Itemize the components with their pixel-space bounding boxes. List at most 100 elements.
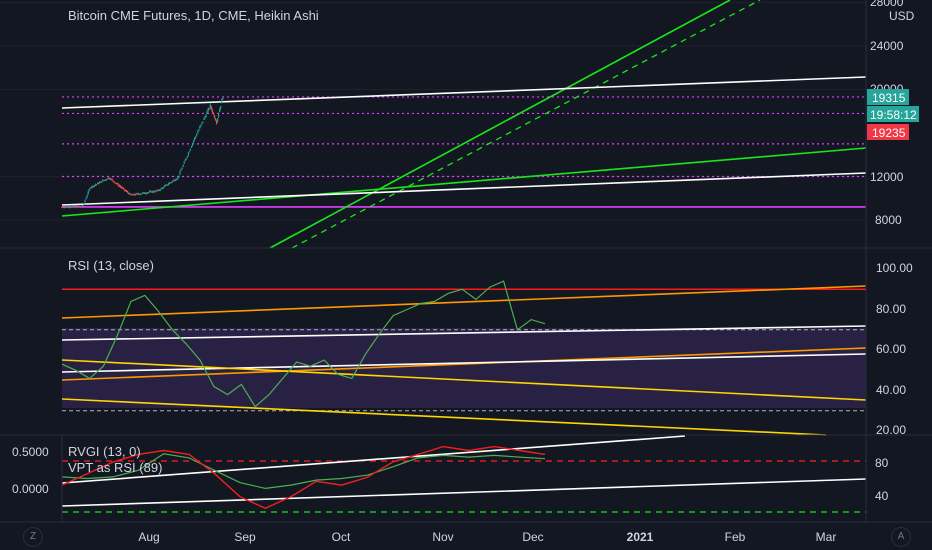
rsi-line [61,280,546,408]
low-price-tag: 19235 [867,124,909,140]
candle-body [210,106,212,109]
rsi-trend-line[interactable] [61,353,867,373]
candle-body [177,177,179,179]
candle-body [137,193,139,195]
price-panel[interactable]: Bitcoin CME Futures, 1D, CME, Heikin Ash… [0,0,867,249]
time-label: Feb [725,530,746,544]
rsi-tick: 100.00 [876,261,913,275]
rsi-trend-line[interactable] [61,285,867,319]
candle-body [166,184,169,186]
candle-body [141,192,144,194]
price-trendlines[interactable] [61,0,867,249]
candle-body [102,180,104,182]
rvgi-panel[interactable]: RVGI (13, 0) VPT as RSI (89) [61,435,867,513]
candle-body [86,195,88,197]
rvgi-axes[interactable]: 0.5000 0.0000 80 40 [12,445,889,503]
trend-line[interactable] [291,0,761,249]
rsi-trend-line[interactable] [61,359,867,401]
rvgi-trend-line[interactable] [61,435,686,484]
price-axis[interactable]: 28000 USD 24000 20000 12000 8000 19315 1… [867,0,919,227]
chart-title: Bitcoin CME Futures, 1D, CME, Heikin Ash… [68,8,319,23]
rvgi-trendlines[interactable] [61,435,867,507]
currency-label: USD [889,9,915,23]
candle-body [201,122,203,124]
candle-body [65,206,67,208]
rsi-tick: 20.00 [876,423,906,437]
candle-body [149,191,151,193]
rsi-trend-line[interactable] [61,347,867,381]
rsi-trendlines[interactable] [61,285,867,436]
candle-body [117,184,120,186]
low-price-value: 19235 [872,126,906,140]
rvgi-line [61,445,546,510]
candle-body [220,106,222,109]
candle-body [208,108,210,110]
candle-body [87,192,89,194]
candle-body [98,182,101,184]
auto-scale-right-button[interactable]: A [891,527,911,547]
rsi-panel[interactable]: RSI (13, close) [61,258,867,436]
candle-body [182,165,184,167]
candle-body [135,193,137,195]
candle-body [150,191,152,193]
rsi-band [62,328,866,408]
rsi-levels [62,288,866,412]
candle-body [90,187,92,189]
time-axis[interactable]: Aug Sep Oct Nov Dec 2021 Feb Mar [138,530,836,544]
candle-body [197,131,199,134]
candle-body [109,178,111,180]
last-price-tag: 19315 [867,89,909,105]
price-tick: 24000 [870,39,904,53]
candle-body [171,181,173,183]
trend-line[interactable] [61,172,867,206]
candle-body [138,194,140,196]
candle-body [71,206,74,208]
candle-body [147,192,149,194]
candle-body [144,193,147,195]
candle-body [82,205,84,207]
candle-body [167,183,170,185]
candle-body [85,198,87,200]
trend-line[interactable] [269,0,731,249]
candle-body [67,206,69,208]
candle-body [124,189,126,191]
candle-body [212,112,215,114]
rsi-trend-line[interactable] [61,398,827,436]
candle-body [129,193,131,195]
candle-body [77,205,79,207]
rsi-trend-line[interactable] [61,325,867,341]
candle-body [64,206,66,208]
candle-body [88,189,90,191]
candle-body [176,178,178,180]
candle-body [112,180,114,182]
candle-body [104,179,106,181]
candle-body [100,181,102,183]
candle-body [172,180,174,182]
price-tick: 8000 [875,213,902,227]
candle-body [115,183,117,185]
candle-body [70,206,73,208]
trend-line[interactable] [61,76,867,109]
time-label: Mar [816,530,837,544]
auto-scale-left-button[interactable]: Z [23,527,43,547]
candle-body [188,151,191,153]
rvgi-trend-line[interactable] [61,478,867,507]
candlesticks [61,97,224,209]
candle-body [221,100,223,104]
time-label: Sep [234,530,256,544]
candle-body [128,193,130,195]
rsi-axis[interactable]: 100.00 80.00 60.00 40.00 20.00 [876,261,913,437]
rsi-tick: 40.00 [876,383,906,397]
candle-body [186,156,188,158]
candle-body [205,115,207,117]
trend-line[interactable] [61,147,867,217]
candle-body [105,179,107,181]
candle-body [164,185,167,187]
candle-body [143,192,146,194]
time-label: 2021 [627,530,654,544]
candle-body [133,194,135,196]
candle-body [132,194,134,196]
candle-body [155,190,157,192]
candle-body [158,190,160,192]
